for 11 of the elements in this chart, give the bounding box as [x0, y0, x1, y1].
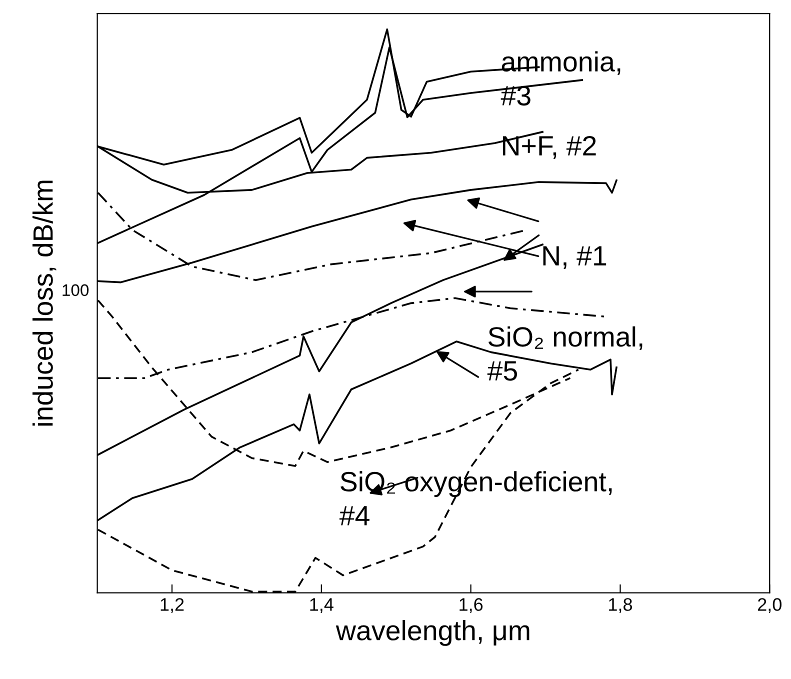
x-tick-label: 1,6: [460, 598, 483, 614]
y-axis-title: induced loss, dB/km: [32, 180, 56, 426]
x-tick-label: 1,2: [160, 598, 184, 614]
x-tick-label: 2,0: [758, 598, 782, 614]
x-tick-label: 1,8: [609, 598, 632, 614]
x-tick-label: 1,4: [310, 598, 334, 614]
text: 100: [62, 284, 89, 296]
annotation: N, #1: [543, 246, 606, 269]
annotation: N+F, #2: [502, 136, 596, 159]
x-axis-title: wavelength, μm: [336, 620, 530, 646]
annotation: SiO₂ normal, #5: [487, 326, 642, 381]
